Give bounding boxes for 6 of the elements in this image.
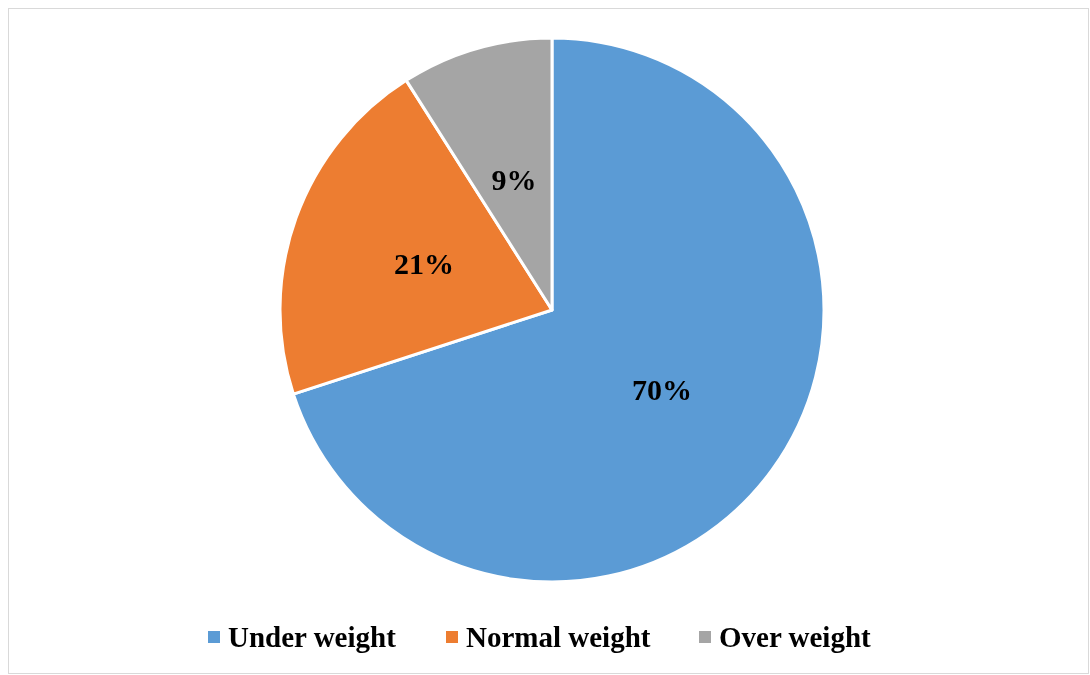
legend-label: Under weight — [228, 621, 397, 654]
data-label: 21% — [394, 247, 455, 281]
legend-label: Over weight — [719, 621, 872, 654]
legend-label: Normal weight — [466, 621, 651, 654]
data-label: 70% — [632, 373, 693, 407]
data-label: 9% — [491, 162, 537, 196]
